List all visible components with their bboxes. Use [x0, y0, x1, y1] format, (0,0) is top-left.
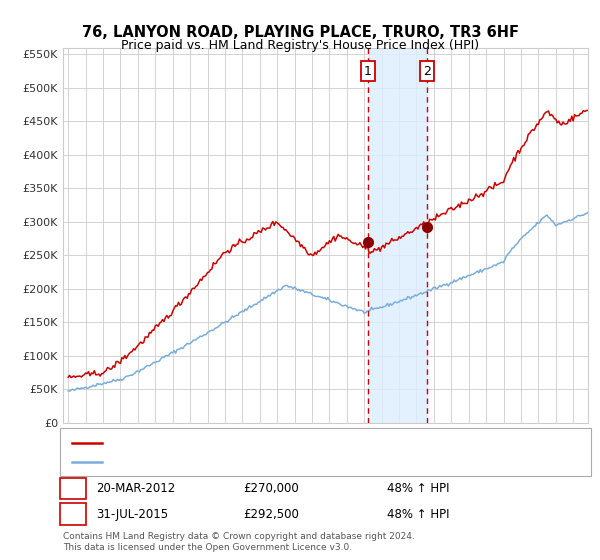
Text: 31-JUL-2015: 31-JUL-2015 [96, 507, 168, 521]
Text: 20-MAR-2012: 20-MAR-2012 [96, 482, 175, 495]
Text: 76, LANYON ROAD, PLAYING PLACE, TRURO, TR3 6HF: 76, LANYON ROAD, PLAYING PLACE, TRURO, T… [82, 25, 518, 40]
Text: 1: 1 [364, 64, 372, 77]
Text: £292,500: £292,500 [243, 507, 299, 521]
Text: 48% ↑ HPI: 48% ↑ HPI [387, 482, 449, 495]
Text: Price paid vs. HM Land Registry's House Price Index (HPI): Price paid vs. HM Land Registry's House … [121, 39, 479, 52]
Bar [368, 48, 427, 423]
Text: 48% ↑ HPI: 48% ↑ HPI [387, 507, 449, 521]
Text: £270,000: £270,000 [243, 482, 299, 495]
Text: HPI: Average price, semi-detached house, Cornwall: HPI: Average price, semi-detached house,… [108, 457, 388, 467]
Text: This data is licensed under the Open Government Licence v3.0.: This data is licensed under the Open Gov… [63, 543, 352, 552]
Text: 1: 1 [69, 482, 77, 495]
Text: 2: 2 [69, 507, 77, 521]
Text: Contains HM Land Registry data © Crown copyright and database right 2024.: Contains HM Land Registry data © Crown c… [63, 532, 415, 541]
Text: 76, LANYON ROAD, PLAYING PLACE, TRURO, TR3 6HF (semi-detached house): 76, LANYON ROAD, PLAYING PLACE, TRURO, T… [108, 437, 528, 447]
Text: 2: 2 [422, 64, 431, 77]
